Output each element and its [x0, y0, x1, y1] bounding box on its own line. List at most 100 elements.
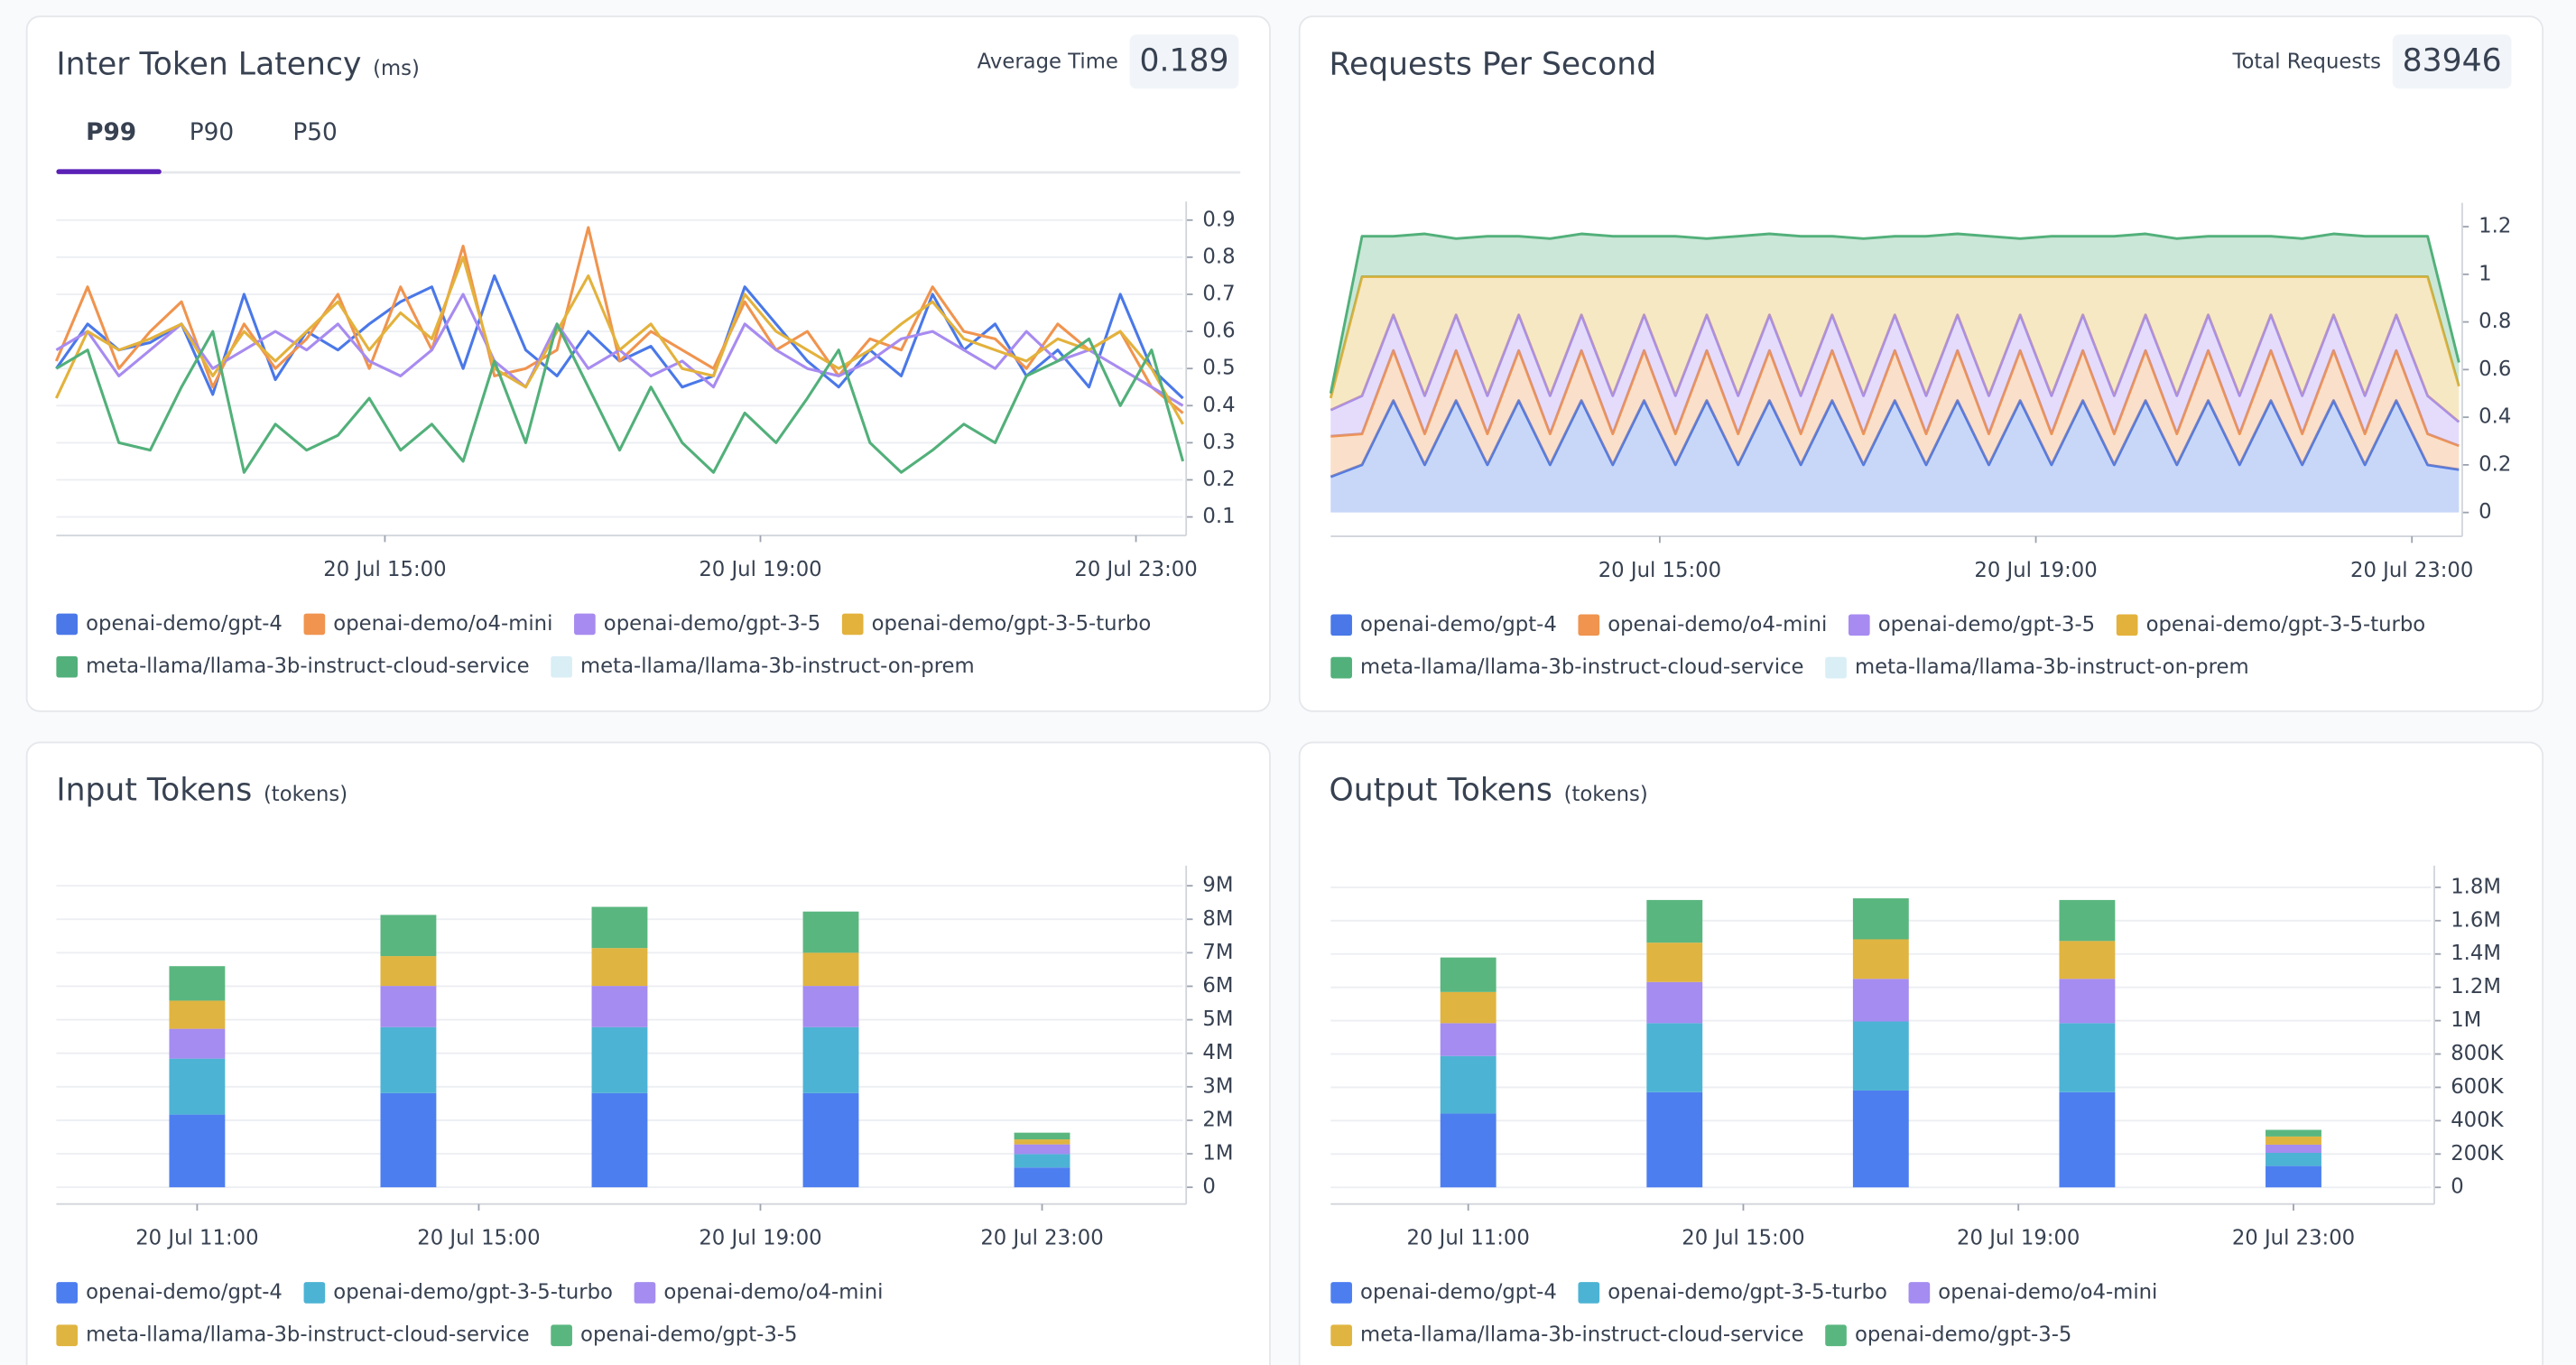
legend-item[interactable]: openai-demo/o4-mini [634, 1280, 884, 1304]
bar-segment [2266, 1129, 2321, 1137]
legend-item[interactable]: openai-demo/gpt-3-5 [1825, 1323, 2071, 1347]
y-tick-label: 1 [2479, 262, 2491, 285]
legend-label: openai-demo/gpt-4 [86, 612, 283, 636]
legend-label: openai-demo/o4-mini [1938, 1280, 2157, 1304]
legend-item[interactable]: openai-demo/gpt-3-5-turbo [2116, 613, 2425, 636]
y-tick-label: 7M [1202, 941, 1233, 964]
legend-item[interactable]: meta-llama/llama-3b-instruct-cloud-servi… [56, 655, 530, 678]
bar-segment [1014, 1144, 1070, 1155]
bar-segment [1440, 1055, 1496, 1114]
bar-segment [1014, 1132, 1070, 1140]
card [25, 15, 1271, 712]
bar-segment [2059, 1023, 2116, 1092]
y-tick-label: 0.7 [1202, 283, 1235, 306]
card [1298, 15, 2544, 712]
legend-label: openai-demo/gpt-4 [1360, 1280, 1557, 1304]
tab[interactable]: P99 [86, 119, 136, 146]
chart-title: Input Tokens [56, 772, 252, 808]
bar-segment [380, 915, 437, 957]
legend-swatch [1330, 614, 1352, 636]
bar-segment [591, 986, 648, 1027]
y-tick-label: 400K [2451, 1109, 2504, 1132]
bar-segment [2266, 1165, 2321, 1188]
legend-item[interactable]: openai-demo/gpt-3-5-turbo [841, 612, 1151, 636]
series-area [1330, 234, 2460, 399]
tab[interactable]: P50 [292, 119, 337, 146]
y-tick-label: 1.2 [2479, 215, 2511, 238]
y-tick-label: 0 [2451, 1175, 2463, 1199]
legend-swatch [1330, 1324, 1352, 1347]
series-area [1330, 400, 2460, 513]
legend-item[interactable]: openai-demo/gpt-4 [1330, 1280, 1557, 1304]
legend-swatch [56, 613, 79, 636]
y-tick-label: 9M [1202, 874, 1233, 897]
legend-item[interactable]: openai-demo/gpt-4 [56, 612, 283, 636]
y-tick-label: 600K [2451, 1075, 2504, 1099]
legend-item[interactable]: openai-demo/gpt-3-5 [574, 612, 820, 636]
legend-swatch [56, 655, 79, 678]
stat-value: 0.189 [1140, 43, 1229, 79]
x-tick-label: 20 Jul 19:00 [1957, 1226, 2080, 1249]
bar-segment [1646, 1091, 1703, 1188]
legend-item[interactable]: openai-demo/gpt-3-5-turbo [303, 1280, 613, 1304]
legend-swatch [56, 1324, 79, 1347]
legend-label: openai-demo/o4-mini [663, 1280, 883, 1304]
y-tick-label: 2M [1202, 1108, 1233, 1131]
legend-item[interactable]: openai-demo/gpt-3-5 [1848, 613, 2095, 636]
y-tick-label: 0.1 [1202, 505, 1235, 528]
x-tick-label: 20 Jul 15:00 [1598, 559, 1721, 582]
y-tick-label: 0.5 [1202, 357, 1235, 380]
series-line [55, 322, 1185, 474]
legend-label: openai-demo/gpt-3-5 [604, 612, 820, 636]
legend-item[interactable]: openai-demo/gpt-3-5-turbo [1578, 1280, 1887, 1304]
chart-unit: (ms) [373, 57, 420, 80]
legend-item[interactable]: meta-llama/llama-3b-instruct-cloud-servi… [1330, 655, 1804, 679]
legend-item[interactable]: meta-llama/llama-3b-instruct-on-prem [551, 655, 975, 678]
legend-item[interactable]: openai-demo/o4-mini [303, 612, 553, 636]
bar-segment [1014, 1167, 1070, 1188]
x-tick-label: 20 Jul 11:00 [1407, 1226, 1530, 1249]
y-tick-label: 0.2 [2479, 452, 2511, 476]
series-line [54, 255, 1184, 425]
bar-segment [380, 986, 437, 1027]
series-area [1330, 350, 2460, 478]
legend-swatch [1330, 656, 1352, 679]
y-tick-label: 0.2 [1202, 468, 1235, 491]
legend-item[interactable]: openai-demo/o4-mini [1908, 1280, 2158, 1304]
stat-value: 83946 [2403, 43, 2502, 79]
legend-item[interactable]: openai-demo/gpt-4 [1330, 613, 1557, 636]
stat-box [1129, 34, 1239, 89]
bar-segment [1646, 981, 1703, 1024]
legend-label: openai-demo/gpt-3-5 [580, 1323, 797, 1347]
y-tick-label: 6M [1202, 974, 1233, 998]
legend-item[interactable]: meta-llama/llama-3b-instruct-cloud-servi… [1330, 1323, 1804, 1347]
y-tick-label: 8M [1202, 907, 1233, 931]
bar-segment [1852, 1021, 1909, 1091]
y-tick-label: 0.4 [1202, 394, 1235, 417]
bar-segment [1440, 1023, 1496, 1056]
legend-swatch [1578, 614, 1600, 636]
x-tick-label: 20 Jul 15:00 [417, 1226, 540, 1249]
bar-segment [169, 966, 226, 1001]
tab[interactable]: P90 [190, 119, 234, 146]
legend-swatch [1848, 614, 1870, 636]
legend-swatch [1908, 1282, 1931, 1304]
legend-swatch [1825, 656, 1847, 679]
bar-segment [591, 1026, 648, 1093]
series-line [1330, 313, 2460, 423]
y-tick-label: 800K [2451, 1042, 2504, 1065]
y-tick-label: 1M [1202, 1142, 1233, 1165]
legend-item[interactable]: meta-llama/llama-3b-instruct-on-prem [1825, 655, 2249, 679]
y-tick-label: 0 [1202, 1175, 1215, 1199]
bar-segment [1646, 1023, 1703, 1092]
legend-item[interactable]: openai-demo/o4-mini [1578, 613, 1827, 636]
stat-box [2392, 34, 2512, 89]
bar-segment [169, 1058, 226, 1115]
legend-item[interactable]: openai-demo/gpt-3-5 [551, 1323, 797, 1347]
bar-segment [802, 1092, 859, 1188]
legend-item[interactable]: openai-demo/gpt-4 [56, 1280, 283, 1304]
bar-segment [802, 1026, 859, 1093]
legend-item[interactable]: meta-llama/llama-3b-instruct-cloud-servi… [56, 1323, 530, 1347]
bar-segment [1852, 979, 1909, 1022]
